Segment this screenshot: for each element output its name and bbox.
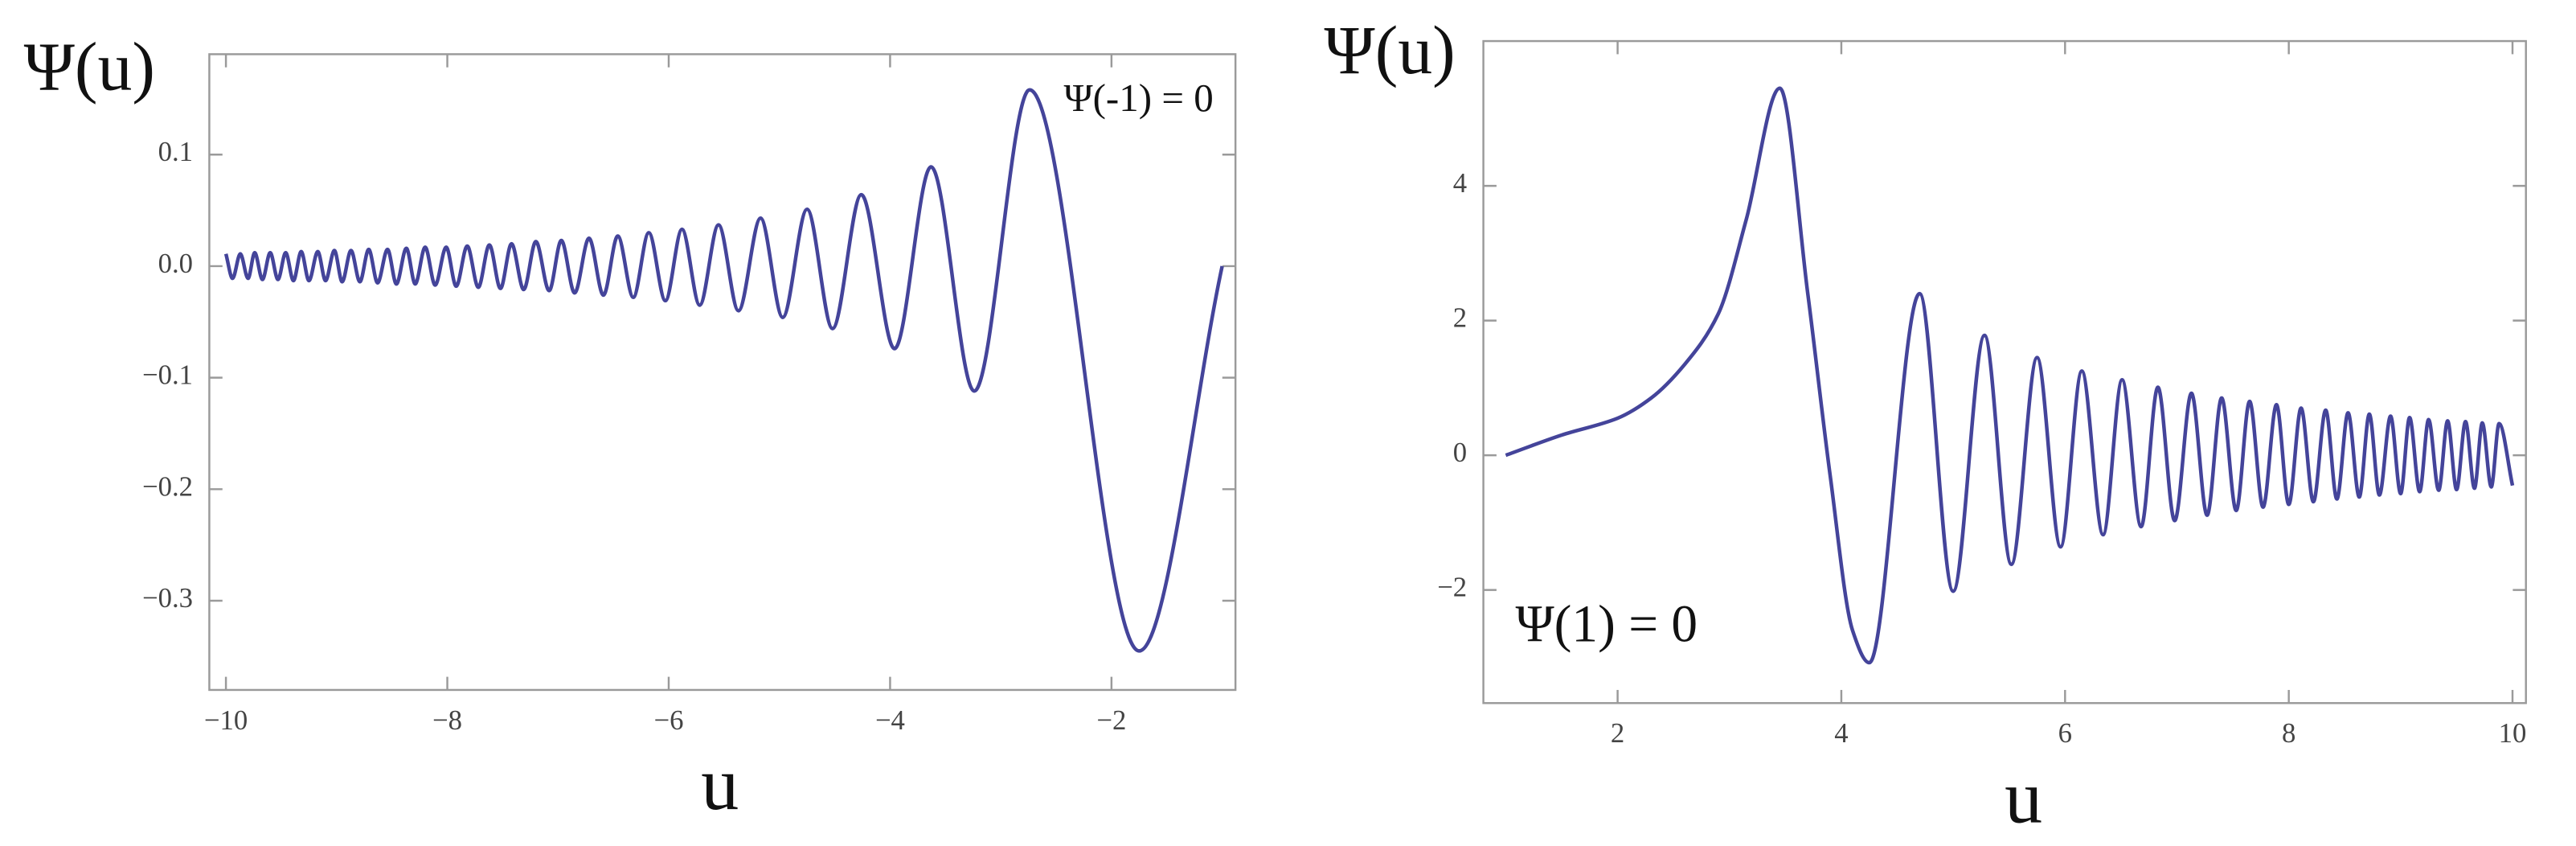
y-tick-label: 4 — [1453, 167, 1467, 199]
x-tick-label: 4 — [1834, 717, 1848, 749]
y-tick-label: 2 — [1453, 302, 1467, 334]
x-tick-label: −6 — [654, 704, 684, 736]
x-tick-label: −2 — [1096, 704, 1126, 736]
x-axis-label: u — [2005, 755, 2042, 839]
y-tick-label: −0.2 — [142, 470, 193, 502]
y-axis-label: Ψ(u) — [1324, 12, 1455, 88]
y-tick-label: 0.1 — [158, 136, 193, 167]
y-tick-label: −0.3 — [142, 582, 193, 614]
data-line — [223, 88, 1224, 653]
data-line — [1505, 86, 2515, 665]
y-tick-label: 0 — [1453, 437, 1467, 468]
plot-frame — [208, 53, 1237, 692]
y-tick-label: −2 — [1437, 572, 1467, 603]
annotation: Ψ(1) = 0 — [1515, 595, 1698, 653]
x-tick-label: 10 — [2499, 717, 2527, 749]
x-tick-label: 6 — [2058, 717, 2072, 749]
x-tick-label: 2 — [1611, 717, 1624, 749]
y-tick-label: 0.0 — [158, 248, 193, 279]
y-axis-label: Ψ(u) — [24, 29, 155, 105]
x-axis-label: u — [701, 742, 739, 826]
plot-frame — [1482, 39, 2527, 704]
y-tick-label: −0.1 — [142, 359, 193, 391]
x-tick-label: −4 — [875, 704, 905, 736]
x-tick-label: 8 — [2282, 717, 2295, 749]
x-tick-label: −8 — [432, 704, 462, 736]
x-tick-label: −10 — [204, 704, 248, 736]
annotation: Ψ(-1) = 0 — [1063, 76, 1213, 120]
